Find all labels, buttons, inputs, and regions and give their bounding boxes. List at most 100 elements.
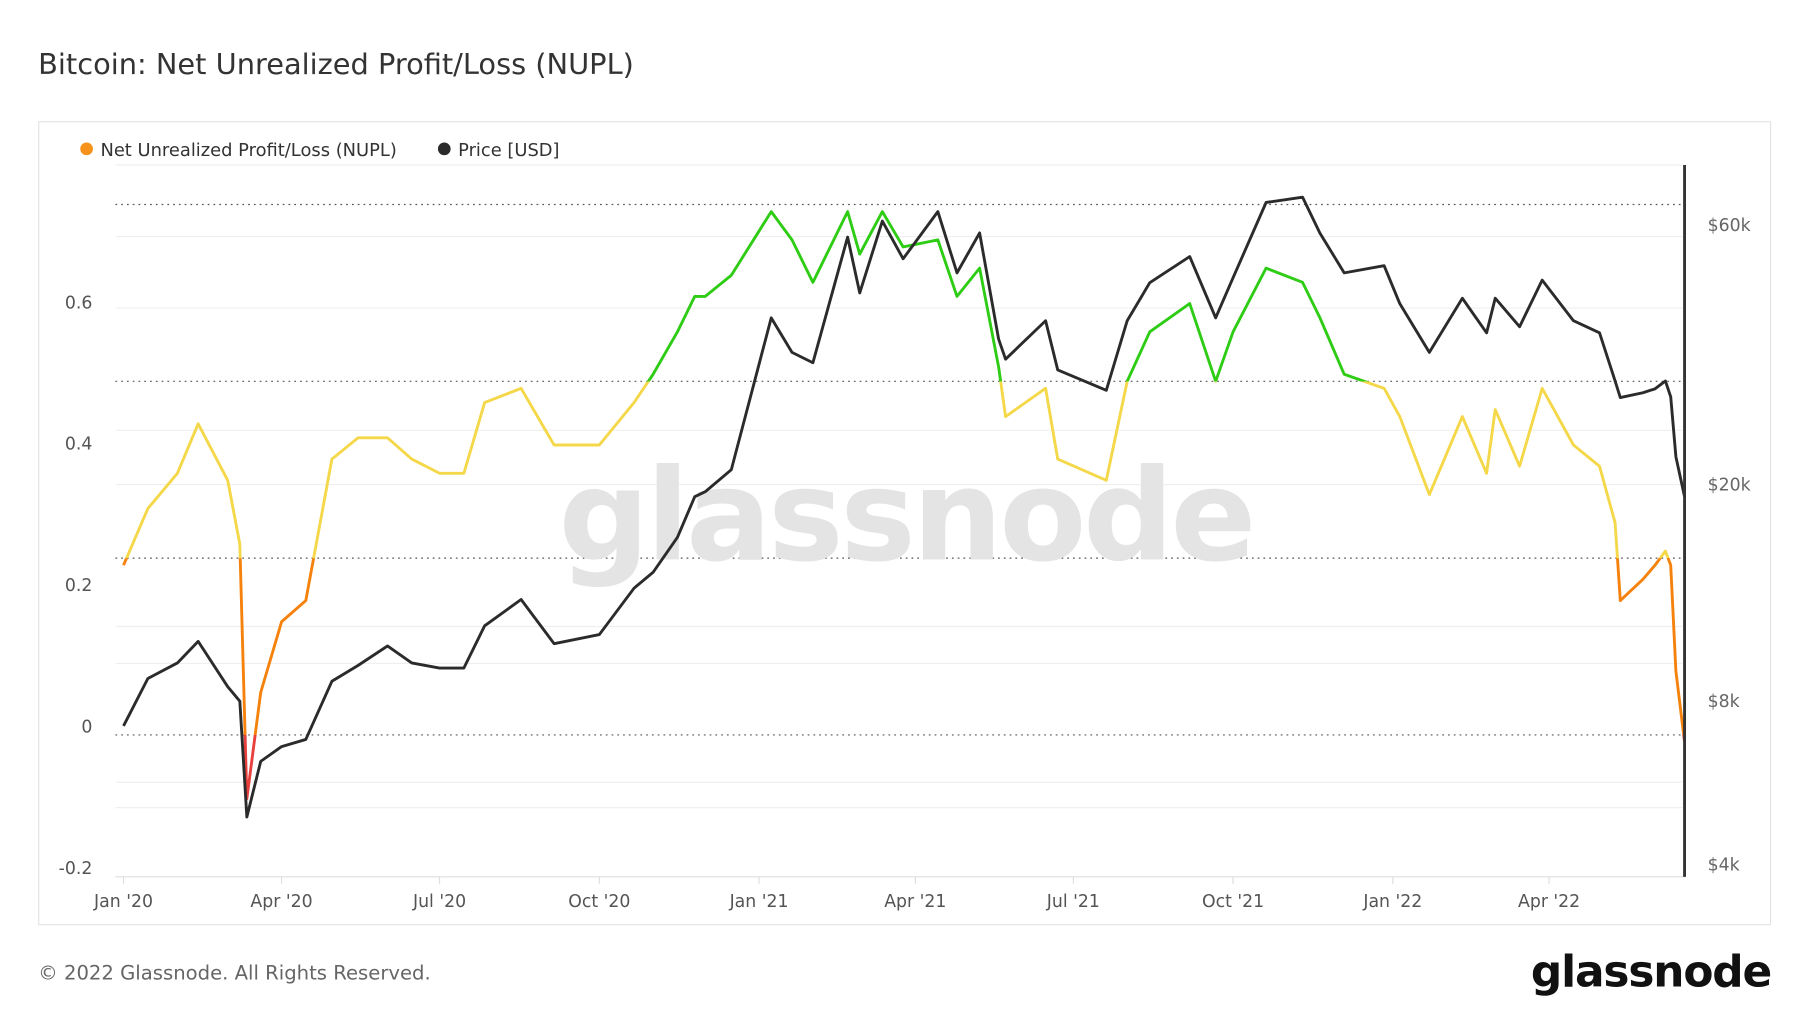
x-tick-label: Jan '20 <box>93 892 153 912</box>
nupl-point <box>1517 464 1522 469</box>
nupl-point <box>597 443 602 448</box>
y-left-tick-label: 0.4 <box>65 435 93 455</box>
price-point <box>729 467 734 472</box>
nupl-point <box>1668 563 1673 568</box>
price-point <box>1104 388 1109 393</box>
price-point <box>330 679 335 684</box>
nupl-point <box>632 400 637 405</box>
price-point <box>1397 301 1402 306</box>
y-left-tick-label: 0 <box>81 718 92 738</box>
nupl-point <box>1674 669 1679 674</box>
legend-dot-price <box>437 142 451 156</box>
nupl-point <box>1663 549 1668 554</box>
price-point <box>1264 200 1269 205</box>
nupl-point <box>244 796 249 801</box>
price-point <box>258 759 263 764</box>
price-point <box>769 316 774 321</box>
price-point <box>1674 454 1679 459</box>
legend-item-price[interactable]: Price [USD] <box>437 140 560 161</box>
nupl-point <box>279 619 284 624</box>
legend-label-nupl: Net Unrealized Profit/Loss (NUPL) <box>100 140 396 161</box>
nupl-point <box>552 443 557 448</box>
price-point <box>1668 394 1673 399</box>
glassnode-logo: glassnode <box>1531 946 1771 997</box>
price-point <box>279 744 284 749</box>
price-point <box>1382 263 1387 268</box>
price-point <box>175 661 180 666</box>
nupl-point <box>1382 386 1387 391</box>
x-tick-label: Jan '22 <box>1362 892 1422 912</box>
price-point <box>1493 296 1498 301</box>
price-point <box>1147 280 1152 285</box>
gridlines <box>115 164 1683 809</box>
price-point <box>1213 316 1218 321</box>
axes: -0.2 0 0.2 0.4 0.6 $4k $8k $20k $60k Jan '20 Apr '… <box>59 216 1751 912</box>
nupl-point <box>1318 315 1323 320</box>
price-point <box>482 624 487 629</box>
nupl-point <box>1231 330 1236 335</box>
nupl-line-green-zone <box>646 210 1369 382</box>
nupl-point <box>482 400 487 405</box>
price-point <box>955 271 960 276</box>
price-line <box>122 195 1686 819</box>
price-point <box>1460 296 1465 301</box>
x-tick-label: Apr '20 <box>250 892 312 912</box>
nupl-point <box>175 471 180 476</box>
price-point <box>1187 254 1192 259</box>
price-point <box>1613 379 1618 384</box>
price-point <box>462 666 467 671</box>
nupl-point <box>385 436 390 441</box>
nupl-line-yellow-zone <box>125 381 1670 559</box>
nupl-point <box>857 252 862 257</box>
price-point <box>1300 195 1305 200</box>
price-point <box>519 597 524 602</box>
price-point <box>238 699 243 704</box>
legend-item-nupl[interactable]: Net Unrealized Profit/Loss (NUPL) <box>80 140 397 161</box>
price-point <box>996 337 1001 342</box>
price-point <box>845 235 850 240</box>
nupl-point <box>703 294 708 299</box>
nupl-point <box>996 365 1001 370</box>
nupl-point <box>675 330 680 335</box>
price-point <box>1055 368 1060 373</box>
price-point <box>692 494 697 499</box>
price-point <box>356 663 361 668</box>
nupl-point <box>769 209 774 214</box>
x-tick-label: Apr '22 <box>1518 892 1580 912</box>
nupl-point <box>1104 478 1109 483</box>
nupl-point <box>121 563 126 568</box>
price-point <box>857 291 862 296</box>
price-point <box>437 666 442 671</box>
nupl-point <box>901 245 906 250</box>
nupl-point <box>225 478 230 483</box>
x-tick-label: Oct '20 <box>568 892 630 912</box>
nupl-point <box>196 421 201 426</box>
price-point <box>1342 271 1347 276</box>
y-left-tick-label: 0.6 <box>65 293 93 313</box>
nupl-point <box>1540 386 1545 391</box>
nupl-point <box>1460 414 1465 419</box>
series <box>121 195 1686 820</box>
price-point <box>244 815 249 820</box>
price-point <box>225 684 230 689</box>
y-right-tick-label: $8k <box>1708 692 1740 712</box>
price-point <box>196 639 201 644</box>
nupl-point <box>1043 386 1048 391</box>
price-point <box>790 350 795 355</box>
nupl-point <box>356 436 361 441</box>
nupl-point <box>1055 457 1060 462</box>
legend-dot-nupl <box>80 142 93 156</box>
nupl-point <box>845 209 850 214</box>
nupl-point <box>651 372 656 377</box>
price-point <box>1653 386 1658 391</box>
price-point <box>121 724 126 729</box>
nupl-point <box>437 471 442 476</box>
nupl-point <box>1641 577 1646 582</box>
price-point <box>1663 379 1668 384</box>
nupl-point <box>1187 301 1192 306</box>
price-point <box>1597 331 1602 336</box>
price-point <box>811 360 816 365</box>
nupl-point <box>880 209 885 214</box>
x-tick-label: Jul '21 <box>1046 892 1100 912</box>
